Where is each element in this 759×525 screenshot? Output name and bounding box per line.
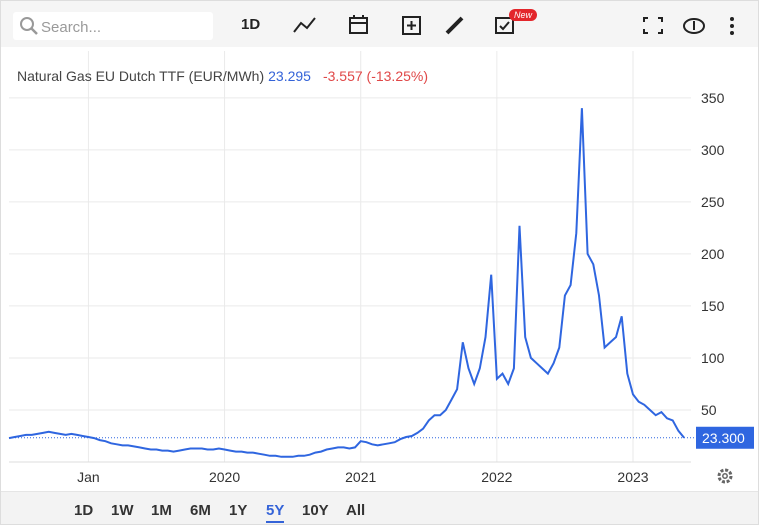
add-icon[interactable] bbox=[402, 16, 421, 35]
y-tick-label: 200 bbox=[701, 246, 725, 262]
price: 23.295 bbox=[268, 68, 311, 84]
search-placeholder: Search... bbox=[41, 19, 102, 36]
settings-icon[interactable] bbox=[717, 468, 733, 484]
range-button[interactable]: 1W bbox=[111, 502, 134, 519]
y-tick-label: 300 bbox=[701, 142, 725, 158]
range-button[interactable]: 1D bbox=[74, 502, 94, 519]
range-button[interactable]: 10Y bbox=[302, 502, 329, 519]
x-tick-label: 2021 bbox=[345, 469, 376, 485]
x-tick-label: 2020 bbox=[209, 469, 240, 485]
last-price-badge bbox=[696, 426, 754, 449]
search-icon bbox=[20, 17, 38, 35]
range-button[interactable]: 6M bbox=[190, 502, 211, 519]
pencil-icon[interactable] bbox=[445, 16, 464, 35]
range-button[interactable]: 5Y bbox=[266, 502, 285, 523]
x-tick-label: Jan bbox=[77, 469, 100, 485]
x-tick-label: 2023 bbox=[617, 469, 648, 485]
chart-title: Natural Gas EU Dutch TTF (EUR/MWh) bbox=[17, 68, 265, 84]
download-icon[interactable] bbox=[683, 18, 705, 34]
chart: 50 100 150 200 250 300 350 Jan 2020 2021 2022 2023 2… bbox=[1, 47, 758, 491]
fullscreen-icon[interactable] bbox=[643, 17, 663, 34]
interval-button[interactable]: 1D bbox=[241, 16, 261, 33]
price-change: -3.557 (-13.25%) bbox=[322, 68, 429, 84]
settings-gear bbox=[717, 468, 733, 484]
line-icon[interactable] bbox=[293, 17, 316, 33]
last-price-label: 23.300 bbox=[702, 430, 745, 446]
events-icon[interactable] bbox=[495, 17, 514, 34]
y-tick-label: 350 bbox=[701, 90, 725, 106]
plot-area bbox=[1, 47, 758, 491]
settings-hole bbox=[722, 473, 728, 479]
range-button[interactable]: 1M bbox=[151, 502, 172, 519]
y-tick-label: 50 bbox=[701, 402, 717, 418]
y-tick-label: 250 bbox=[701, 194, 725, 210]
menu-icon[interactable] bbox=[730, 17, 734, 35]
y-tick-label: 100 bbox=[701, 350, 725, 366]
calendar-icon[interactable] bbox=[349, 15, 368, 34]
x-tick-label: 2022 bbox=[481, 469, 512, 485]
toolbar: Search... 1D New bbox=[1, 1, 758, 47]
chart-header: Natural Gas EU Dutch TTF (EUR/MWh) 23.295… bbox=[17, 68, 428, 84]
y-tick-label: 150 bbox=[701, 298, 725, 314]
price-line bbox=[8, 108, 685, 458]
range-bar: 1D 1W 1M 6M 1Y 5Y 10Y All bbox=[1, 491, 758, 524]
new-badge: New bbox=[509, 9, 538, 21]
search-box[interactable]: Search... bbox=[13, 12, 213, 40]
range-button[interactable]: 1Y bbox=[229, 502, 248, 519]
range-button[interactable]: All bbox=[346, 502, 366, 519]
